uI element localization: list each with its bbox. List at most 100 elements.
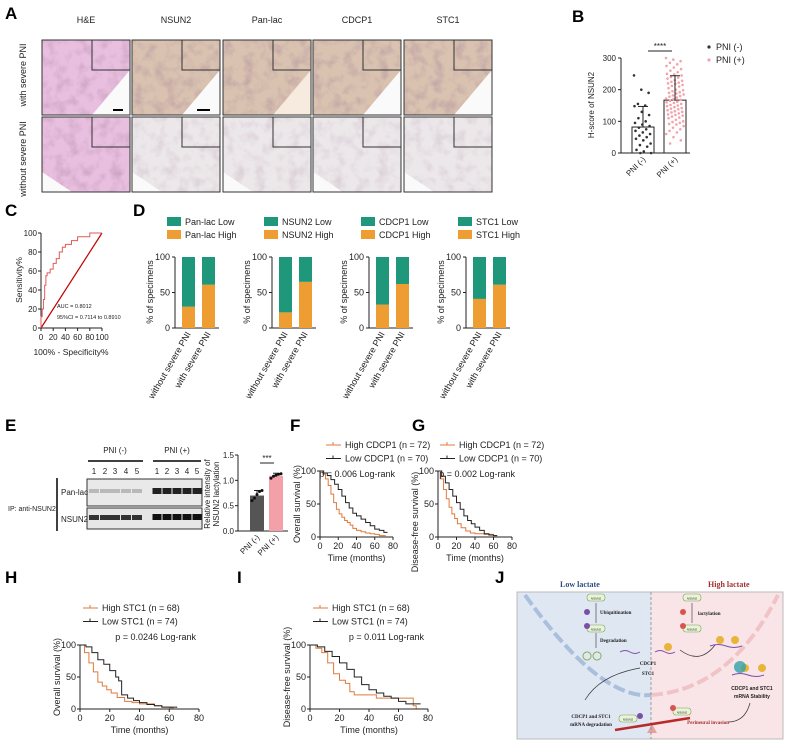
x-tick-label: 20 (334, 713, 344, 723)
x-tick-label: 60 (488, 541, 498, 551)
data-point (667, 86, 670, 90)
bar (250, 495, 264, 531)
lane-number: 2 (165, 467, 170, 476)
y-tick-label: 40 (28, 286, 37, 295)
data-point (679, 98, 682, 102)
band (182, 488, 192, 494)
lane-number: 3 (175, 467, 180, 476)
column-header: NSUN2 (161, 15, 192, 25)
band (89, 489, 99, 493)
legend-label: Low STC1 (n = 74) (332, 617, 408, 627)
y-tick-label: 0.0 (223, 527, 235, 536)
data-point (670, 84, 674, 88)
legend-label: Pan-lac Low (185, 217, 235, 227)
data-point (669, 69, 672, 72)
histology-image (312, 39, 402, 116)
data-point (679, 59, 682, 63)
y-tick-label: 50 (306, 499, 316, 509)
legend-label: NSUN2 High (282, 230, 334, 240)
p-value-label: p = 0.0246 Log-rank (115, 632, 196, 642)
histology-image (41, 116, 131, 193)
panel-label: G (412, 416, 425, 435)
y-tick-label: 100 (446, 252, 461, 262)
y-tick-label: 0 (429, 532, 434, 542)
column-header: H&E (77, 15, 96, 25)
x-axis-label: Time (months) (111, 725, 169, 735)
panel-label: H (5, 568, 17, 587)
bar-segment-low (182, 257, 195, 307)
arrow (727, 702, 751, 723)
data-point (678, 94, 682, 98)
data-point (664, 132, 668, 136)
band (132, 489, 142, 493)
data-point (678, 90, 681, 94)
data-point (680, 110, 684, 114)
y-axis-label: NSUN2 lactylation (212, 462, 221, 527)
band (152, 514, 162, 520)
x-tick-label: 60 (370, 541, 380, 551)
lactyl-icon (680, 623, 686, 629)
panel-label: I (237, 568, 242, 587)
degraded-protein-icon (582, 651, 602, 661)
y-tick-label: 100 (61, 640, 76, 650)
x-tick-label: 80 (388, 541, 398, 551)
bar-segment-high (299, 281, 312, 328)
data-point (675, 92, 678, 95)
x-tick-label: 40 (364, 713, 374, 723)
data-point (678, 116, 681, 119)
row-label: without severe PNI (18, 121, 28, 198)
data-point (665, 101, 668, 104)
data-point (672, 101, 676, 105)
reader-protein-icon (758, 664, 766, 672)
data-point (641, 131, 645, 134)
legend-swatch (361, 217, 375, 226)
data-point (679, 102, 683, 106)
bar-segment-high (473, 298, 486, 328)
degradation-label: Degradation (600, 639, 627, 644)
band (121, 515, 131, 520)
y-tick-label: 0 (262, 323, 267, 333)
bar-segment-high (493, 284, 506, 328)
data-point (666, 113, 670, 116)
legend-label: High CDCP1 (n = 72) (345, 440, 430, 450)
data-point (676, 70, 679, 74)
legend-swatch (458, 230, 472, 239)
data-point (680, 79, 684, 83)
mechanism-diagram (516, 591, 784, 740)
data-point (681, 83, 684, 87)
data-point (648, 132, 652, 136)
data-point (680, 106, 683, 110)
panel-label: B (572, 7, 584, 26)
survival-curve (80, 644, 174, 709)
reader-protein-icon (664, 643, 672, 651)
y-axis-label: Disease-free survival (%) (282, 627, 292, 728)
invasion-label: Perineural invasion (687, 721, 729, 726)
nsun2-label: NSUN2 (677, 711, 688, 715)
histology-image (222, 116, 312, 193)
data-point (649, 142, 652, 145)
diagram-border (516, 591, 784, 740)
y-tick-label: 0 (165, 323, 170, 333)
lane-number: 4 (124, 467, 129, 476)
y-tick-label: 50 (160, 288, 170, 298)
data-point (638, 134, 641, 137)
y-tick-label: 20 (28, 305, 37, 314)
data-point (672, 135, 675, 139)
data-point (668, 99, 672, 103)
y-tick-label: 0 (311, 532, 316, 542)
data-point (679, 127, 682, 131)
legend-label: Low STC1 (n = 74) (102, 617, 178, 627)
data-point (670, 111, 673, 114)
mrna-icon (619, 650, 676, 654)
annotation: AUC = 0.8012 (57, 304, 92, 310)
data-point (673, 105, 676, 109)
data-point (633, 121, 637, 125)
nsun2-protein (586, 593, 606, 602)
y-axis-label: Sensitivity% (14, 257, 24, 303)
data-point (668, 95, 671, 98)
data-point (274, 473, 278, 477)
band (172, 514, 182, 520)
bar-segment-low (493, 257, 506, 285)
x-tick-label: 80 (85, 333, 94, 342)
data-point (673, 109, 677, 113)
